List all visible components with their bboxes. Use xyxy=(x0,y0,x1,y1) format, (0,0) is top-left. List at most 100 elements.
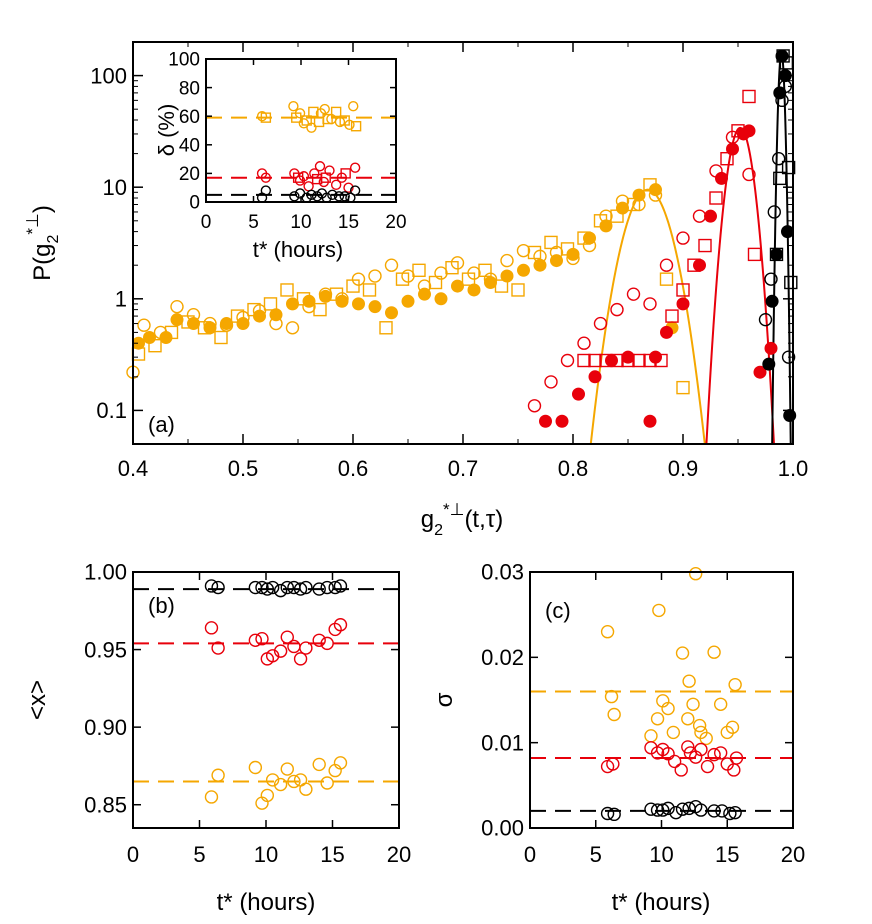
red-open-square-point xyxy=(588,353,602,368)
red-open-circle-point xyxy=(299,641,313,655)
x-tick-label: 10 xyxy=(254,842,278,867)
red-open-square-point xyxy=(643,353,657,368)
y-tick-label: 0.01 xyxy=(481,730,524,755)
panel-b-label: (b) xyxy=(148,593,175,618)
orange-open-circle-point xyxy=(688,567,703,581)
black-open-circle-point xyxy=(764,272,778,286)
red-filled-circle-point xyxy=(742,124,756,138)
black-open-circle-point xyxy=(728,805,742,820)
orange-open-circle-point xyxy=(204,790,219,804)
red-open-circle-point xyxy=(707,747,721,762)
orange-open-circle-point xyxy=(211,768,225,782)
orange-open-circle-point xyxy=(707,645,721,659)
orange-open-square-point xyxy=(230,309,245,323)
orange-filled-circle-point xyxy=(533,258,547,272)
orange-open-circle-point xyxy=(170,299,184,314)
orange-open-circle-point xyxy=(384,258,399,272)
red-open-circle-point xyxy=(729,751,744,765)
orange-filled-circle-point xyxy=(368,300,382,314)
orange-open-circle-point xyxy=(652,603,666,618)
red-open-circle-point xyxy=(694,742,708,757)
orange-open-circle-point xyxy=(293,773,308,787)
panel-a-y-label-main: P(g xyxy=(29,243,56,280)
red-open-circle-point xyxy=(343,182,354,193)
orange-open-circle-point xyxy=(675,646,690,660)
orange-open-circle-point xyxy=(280,762,294,776)
black-open-circle-point xyxy=(333,191,345,202)
orange-filled-circle-point xyxy=(319,289,332,303)
x-tick-label: 15 xyxy=(338,212,359,233)
panel-a-label: (a) xyxy=(148,412,175,437)
orange-open-square-point xyxy=(301,115,312,126)
orange-open-square-point xyxy=(329,287,344,301)
red-filled-circle-point xyxy=(753,365,767,379)
orange-open-square-point xyxy=(577,231,591,245)
black-open-circle-point xyxy=(694,803,708,817)
red-open-circle-point xyxy=(314,161,326,172)
black-open-circle-point xyxy=(767,205,781,219)
red-open-circle-point xyxy=(659,258,674,272)
black-open-circle-point xyxy=(772,152,786,166)
inset-y-ticks: 0 20 40 60 80 100 xyxy=(168,50,396,214)
red-open-square-point xyxy=(676,283,690,297)
black-open-circle-point xyxy=(293,582,308,596)
y-tick-label: 0.03 xyxy=(481,560,524,585)
y-tick-label: 1 xyxy=(115,287,127,312)
black-filled-circle-point xyxy=(775,49,789,63)
red-open-circle-point xyxy=(333,618,348,632)
panel-a-x-ticks: 0.4 0.5 0.6 0.7 0.8 0.9 1.0 xyxy=(118,42,808,481)
orange-open-circle-point xyxy=(604,689,619,704)
red-open-circle-point xyxy=(527,399,542,413)
panel-c-y-axis-label: σ xyxy=(431,692,458,707)
black-filled-circle-point xyxy=(762,357,776,371)
orange-filled-circle-point xyxy=(385,306,398,320)
orange-open-square-point xyxy=(308,106,319,118)
x-tick-label: 10 xyxy=(290,212,311,233)
black-open-circle-point xyxy=(328,580,342,595)
red-open-circle-point xyxy=(204,621,219,635)
orange-filled-circle-point xyxy=(352,297,365,311)
orange-open-square-point xyxy=(461,272,476,286)
panel-a-x-axis-label: g2*⊥(t,τ) xyxy=(421,500,504,539)
orange-open-circle-point xyxy=(713,697,728,711)
orange-open-square-point xyxy=(197,321,212,335)
red-filled-circle-point xyxy=(715,171,728,185)
black-open-circle-point xyxy=(260,185,272,196)
red-open-circle-point xyxy=(298,171,310,182)
black-open-square-point xyxy=(781,160,796,175)
panel-b-markers xyxy=(204,579,348,810)
orange-open-square-point xyxy=(350,121,362,132)
orange-open-square-point xyxy=(313,302,327,317)
red-filled-circle-point xyxy=(555,414,569,428)
orange-open-circle-point xyxy=(644,729,658,743)
red-open-circle-point xyxy=(681,740,695,754)
red-open-circle-point xyxy=(692,209,707,223)
red-filled-circle-point xyxy=(764,341,778,355)
red-open-circle-point xyxy=(700,759,715,774)
red-open-circle-point xyxy=(260,172,272,183)
orange-open-circle-point xyxy=(699,731,713,746)
x-tick-label: 0.9 xyxy=(668,456,699,481)
red-open-square-point xyxy=(665,309,679,323)
black-open-circle-point xyxy=(265,580,280,595)
red-open-square-point xyxy=(320,172,331,183)
panel-b-y-axis-label: <x> xyxy=(24,680,51,720)
x-tick-label: 10 xyxy=(649,842,673,867)
panel-a-y-axis-label: P(g2*⊥) xyxy=(23,205,62,281)
red-open-circle-point xyxy=(265,649,280,663)
red-open-square-point xyxy=(654,353,668,368)
x-tick-label: 5 xyxy=(248,212,259,233)
orange-open-square-point xyxy=(676,380,690,395)
red-open-circle-point xyxy=(643,297,657,311)
orange-open-circle-point xyxy=(368,269,382,283)
y-tick-label: 40 xyxy=(179,135,200,156)
red-open-square-point xyxy=(747,247,762,262)
panel-b: 0 5 10 15 20 0.85 0.90 0.95 1.00 (b) t* (hours)… xyxy=(24,560,411,916)
red-open-square-point xyxy=(742,89,756,104)
orange-open-square-point xyxy=(296,292,311,306)
black-open-circle-point xyxy=(312,582,326,596)
orange-filled-circle-point xyxy=(451,279,464,293)
orange-open-square-point xyxy=(527,245,542,260)
orange-open-square-point xyxy=(362,283,377,297)
